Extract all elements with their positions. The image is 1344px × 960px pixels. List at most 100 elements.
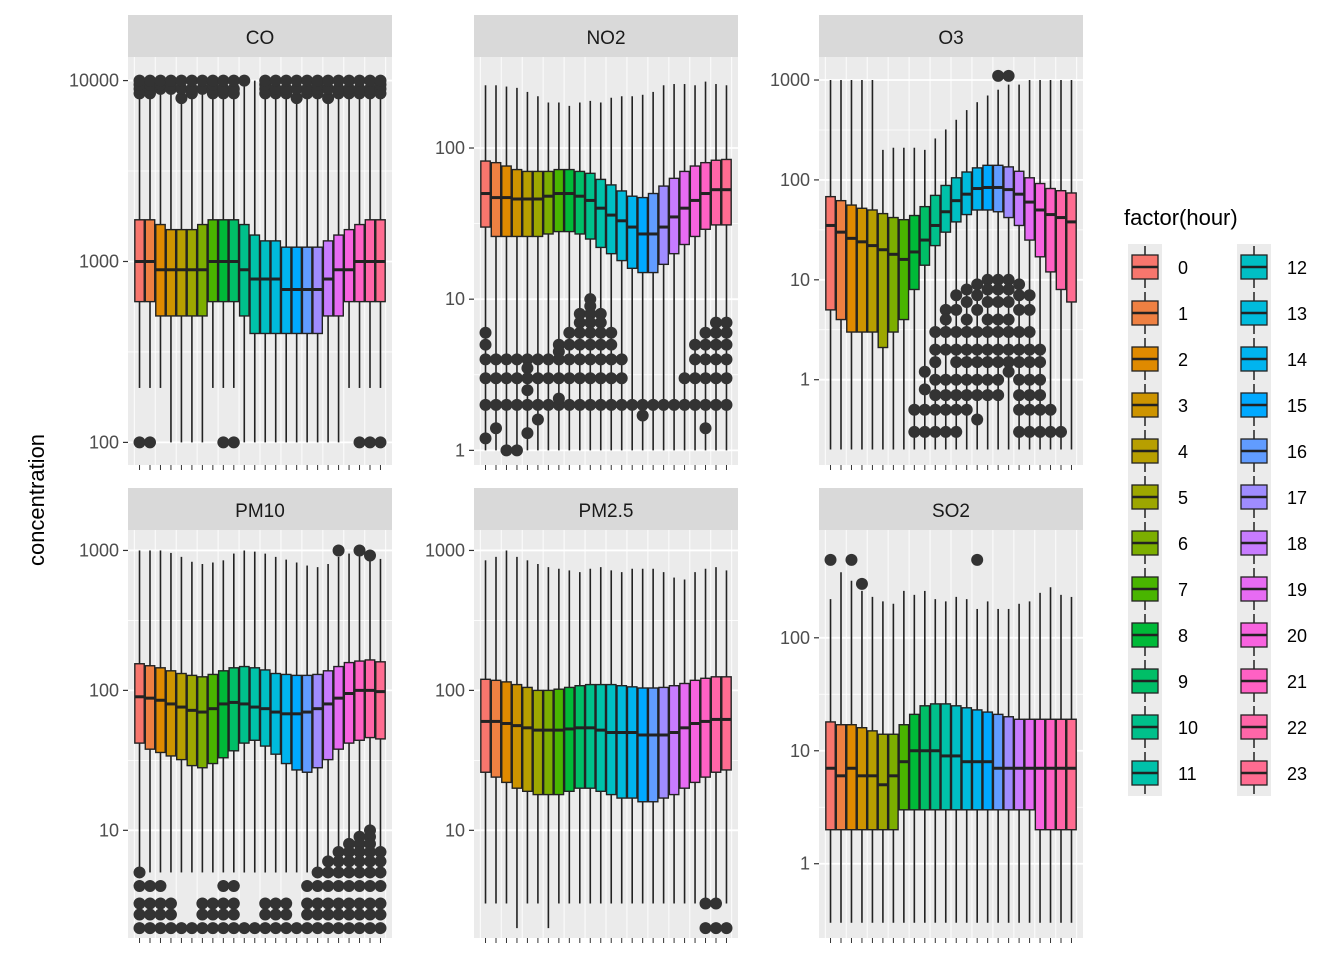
outlier-point — [584, 316, 597, 329]
outlier-point — [636, 409, 649, 422]
outlier-point — [185, 82, 198, 95]
outlier-point — [521, 372, 534, 385]
box-hour-17 — [657, 85, 670, 451]
box-hour-9 — [227, 553, 240, 935]
box-hour-19 — [678, 84, 691, 451]
outlier-point — [1013, 356, 1026, 369]
box-hour-19 — [1024, 601, 1035, 923]
iqr-box — [700, 161, 711, 230]
outlier-point — [939, 343, 952, 356]
outlier-point — [1002, 343, 1015, 356]
outlier-point — [510, 372, 523, 385]
iqr-box — [165, 228, 177, 317]
box-hour-6 — [887, 603, 899, 923]
outlier-point — [311, 866, 324, 879]
outlier-point — [322, 82, 335, 95]
outlier-point — [918, 365, 931, 378]
iqr-box — [155, 667, 166, 754]
box-hour-15 — [637, 568, 649, 904]
outlier-point — [960, 343, 973, 356]
box-hour-23 — [1066, 596, 1077, 923]
legend-item-10: 10 — [1128, 704, 1198, 750]
iqr-box — [898, 218, 910, 321]
outlier-point — [322, 866, 335, 879]
box-hour-0 — [133, 550, 146, 935]
box-hour-1 — [835, 572, 847, 923]
iqr-box — [605, 683, 617, 796]
box-hour-21 — [1044, 80, 1057, 450]
iqr-box — [176, 228, 187, 317]
outlier-point — [217, 879, 230, 892]
box-hour-22 — [364, 549, 376, 935]
outlier-point — [133, 897, 146, 910]
outlier-point — [280, 922, 293, 935]
outlier-point — [1044, 403, 1057, 416]
outlier-point — [490, 398, 502, 411]
outlier-point — [343, 82, 356, 95]
y-tick-label: 10 — [790, 741, 810, 761]
outlier-point — [824, 553, 837, 566]
box-hour-9 — [573, 102, 586, 451]
outlier-point — [154, 74, 167, 87]
legend-label: 5 — [1178, 488, 1188, 508]
box-hour-9 — [227, 74, 240, 449]
outlier-point — [918, 403, 931, 416]
outlier-point — [280, 897, 293, 910]
iqr-box — [1066, 192, 1077, 303]
outlier-point — [269, 908, 282, 921]
iqr-box — [658, 185, 670, 266]
legend-label: 18 — [1287, 534, 1307, 554]
box-hour-11 — [939, 129, 952, 450]
y-axis-ticks: 1 10 100 — [780, 628, 1072, 943]
iqr-box — [710, 159, 722, 226]
box-hour-7 — [552, 102, 565, 451]
outlier-point — [992, 356, 1005, 369]
outlier-point — [971, 278, 984, 291]
outlier-point — [322, 879, 335, 892]
outlier-point — [343, 897, 356, 910]
outlier-point — [939, 403, 952, 416]
outlier-point — [1023, 326, 1036, 339]
iqr-box — [710, 676, 722, 773]
iqr-box — [1055, 189, 1067, 291]
outlier-point — [196, 74, 209, 87]
outlier-point — [542, 372, 555, 385]
y-axis-ticks: 100 1000 10000 — [69, 71, 381, 470]
outlier-point — [301, 74, 314, 87]
legend-label: 7 — [1178, 580, 1188, 600]
outlier-point — [531, 398, 544, 411]
iqr-box — [522, 686, 533, 793]
outlier-point — [510, 398, 523, 411]
box-hour-15 — [982, 601, 994, 923]
outlier-point — [521, 427, 534, 440]
box-hour-13 — [269, 556, 282, 935]
outlier-point — [552, 353, 565, 366]
legend-item-4: 4 — [1128, 428, 1188, 474]
outlier-point — [1013, 373, 1026, 386]
box-hour-13 — [615, 96, 628, 451]
outlier-point — [710, 338, 722, 351]
outlier-point — [605, 372, 618, 385]
iqr-box — [186, 228, 198, 317]
outlier-point — [144, 879, 156, 892]
box-hour-23 — [720, 85, 733, 451]
outlier-point — [332, 855, 345, 868]
outlier-point — [981, 295, 994, 308]
outlier-point — [374, 879, 387, 892]
iqr-box — [333, 234, 344, 317]
outlier-point — [217, 436, 230, 449]
box-hour-17 — [1002, 69, 1015, 450]
outlier-point — [374, 855, 387, 868]
outlier-point — [164, 908, 177, 921]
legend-label: 8 — [1178, 626, 1188, 646]
iqr-box — [217, 670, 229, 759]
iqr-box — [992, 713, 1004, 811]
iqr-box — [647, 687, 659, 803]
iqr-box — [908, 713, 920, 811]
box-hour-2 — [501, 550, 512, 904]
iqr-box — [595, 178, 607, 249]
outlier-point — [971, 413, 984, 426]
y-tick-label: 1000 — [79, 540, 119, 560]
box-hour-21 — [699, 81, 712, 451]
iqr-box — [574, 685, 586, 789]
